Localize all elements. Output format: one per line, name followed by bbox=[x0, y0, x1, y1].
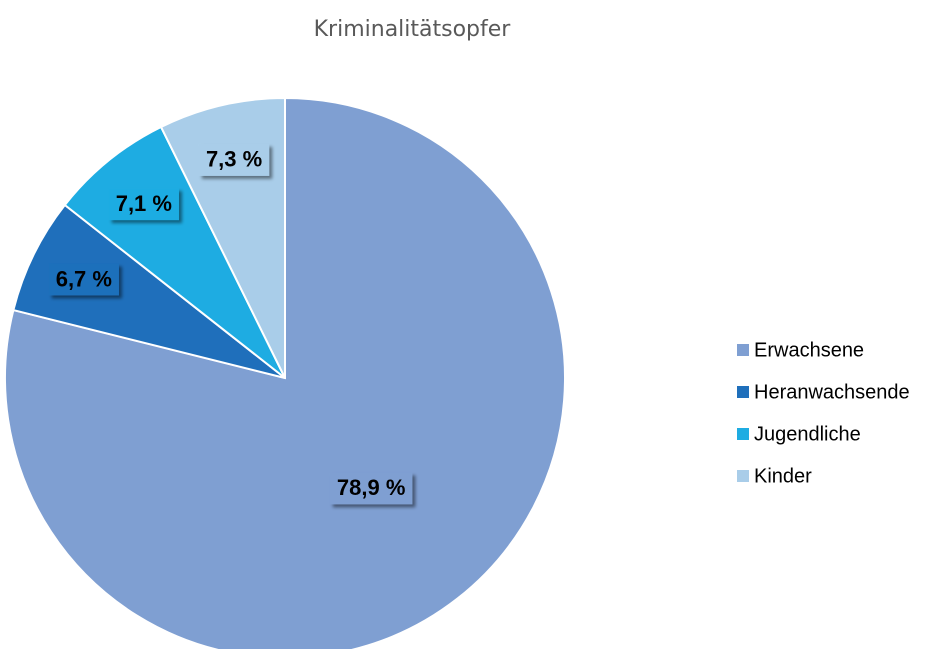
legend-label: Jugendliche bbox=[754, 423, 861, 445]
chart-title: Kriminalitätsopfer bbox=[314, 17, 512, 42]
legend-swatch bbox=[737, 428, 749, 440]
data-label-box bbox=[198, 143, 270, 176]
data-label: 78,9 % bbox=[329, 472, 413, 505]
data-label-box bbox=[329, 472, 413, 505]
data-label: 7,3 % bbox=[198, 143, 270, 176]
data-label-text: 7,3 % bbox=[206, 147, 262, 172]
legend-swatch bbox=[737, 470, 749, 482]
data-label-text: 7,1 % bbox=[116, 191, 172, 216]
data-label-text: 6,7 % bbox=[56, 266, 112, 291]
data-label: 7,1 % bbox=[108, 188, 179, 221]
legend-label: Heranwachsende bbox=[754, 381, 910, 403]
legend-swatch bbox=[737, 386, 749, 398]
data-label: 6,7 % bbox=[48, 263, 119, 296]
data-label-text: 78,9 % bbox=[337, 475, 406, 500]
data-label-box bbox=[108, 188, 179, 221]
pie-slice bbox=[4, 96, 566, 649]
legend-label: Kinder bbox=[754, 465, 812, 487]
legend-label: Erwachsene bbox=[754, 339, 864, 361]
data-label-box bbox=[48, 263, 119, 296]
legend-swatch bbox=[737, 344, 749, 356]
pie-slice bbox=[12, 203, 286, 379]
